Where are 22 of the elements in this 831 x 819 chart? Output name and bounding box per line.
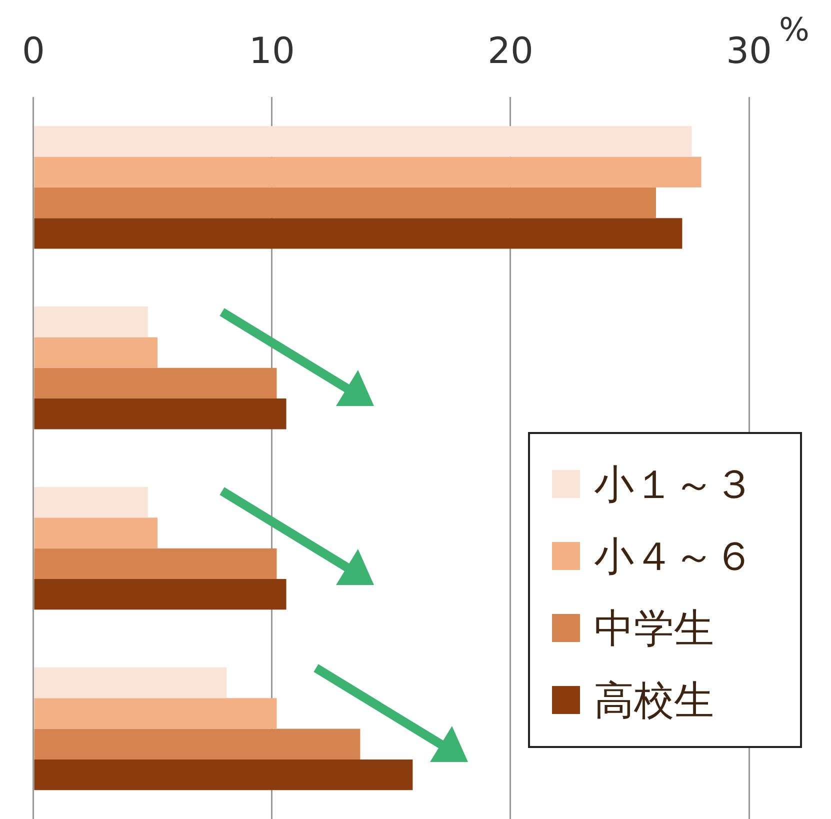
legend-label: 小４～６ [594,532,754,582]
bar [34,667,227,698]
bar [34,698,277,729]
legend-label: 高校生 [594,676,714,726]
bar [34,398,286,430]
legend-label: 中学生 [594,604,714,654]
bar [34,126,692,157]
bar [34,518,158,548]
x-tick-label: 30 [726,30,772,72]
bar [34,218,682,249]
x-tick-label: 0 [22,30,45,72]
x-tick-label: 20 [488,30,534,72]
x-axis-title: % [779,10,810,48]
bar [34,187,656,218]
x-tick-label: 10 [249,30,295,72]
legend-label: 小１～３ [594,460,754,510]
bar [34,156,702,188]
bar [34,306,148,338]
bar [34,486,148,518]
bar [34,337,158,368]
bar [34,759,413,790]
bar [34,579,286,610]
